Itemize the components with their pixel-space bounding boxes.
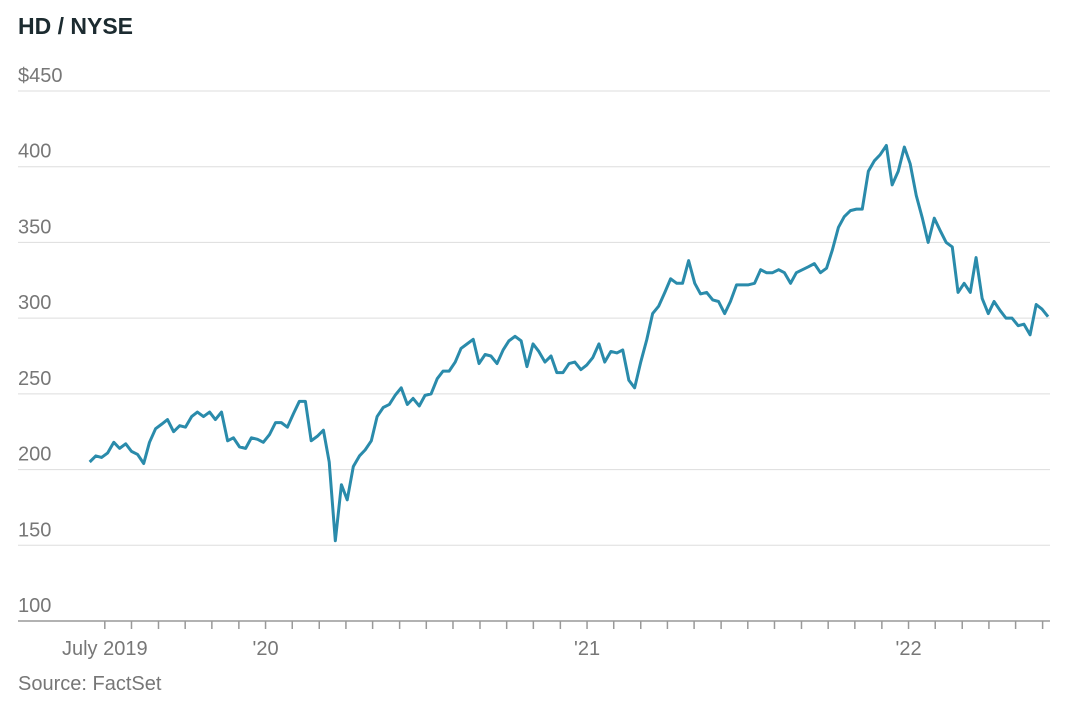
x-tick-label: July 2019 [62, 638, 148, 660]
y-tick-label: 250 [18, 368, 51, 390]
source-note: Source: FactSet [18, 673, 162, 695]
y-tick-label: 100 [18, 595, 51, 617]
chart-title: HD / NYSE [18, 13, 133, 39]
y-tick-label: $450 [18, 65, 63, 87]
price-line [88, 144, 1050, 543]
y-tick-label: 350 [18, 216, 51, 238]
x-tick-label: '20 [253, 638, 279, 660]
y-tick-label: 300 [18, 292, 51, 314]
y-tick-label: 200 [18, 444, 51, 466]
y-tick-label: 150 [18, 519, 51, 541]
x-tick-label: '22 [896, 638, 922, 660]
y-tick-label: 400 [18, 141, 51, 163]
x-tick-label: '21 [574, 638, 600, 660]
